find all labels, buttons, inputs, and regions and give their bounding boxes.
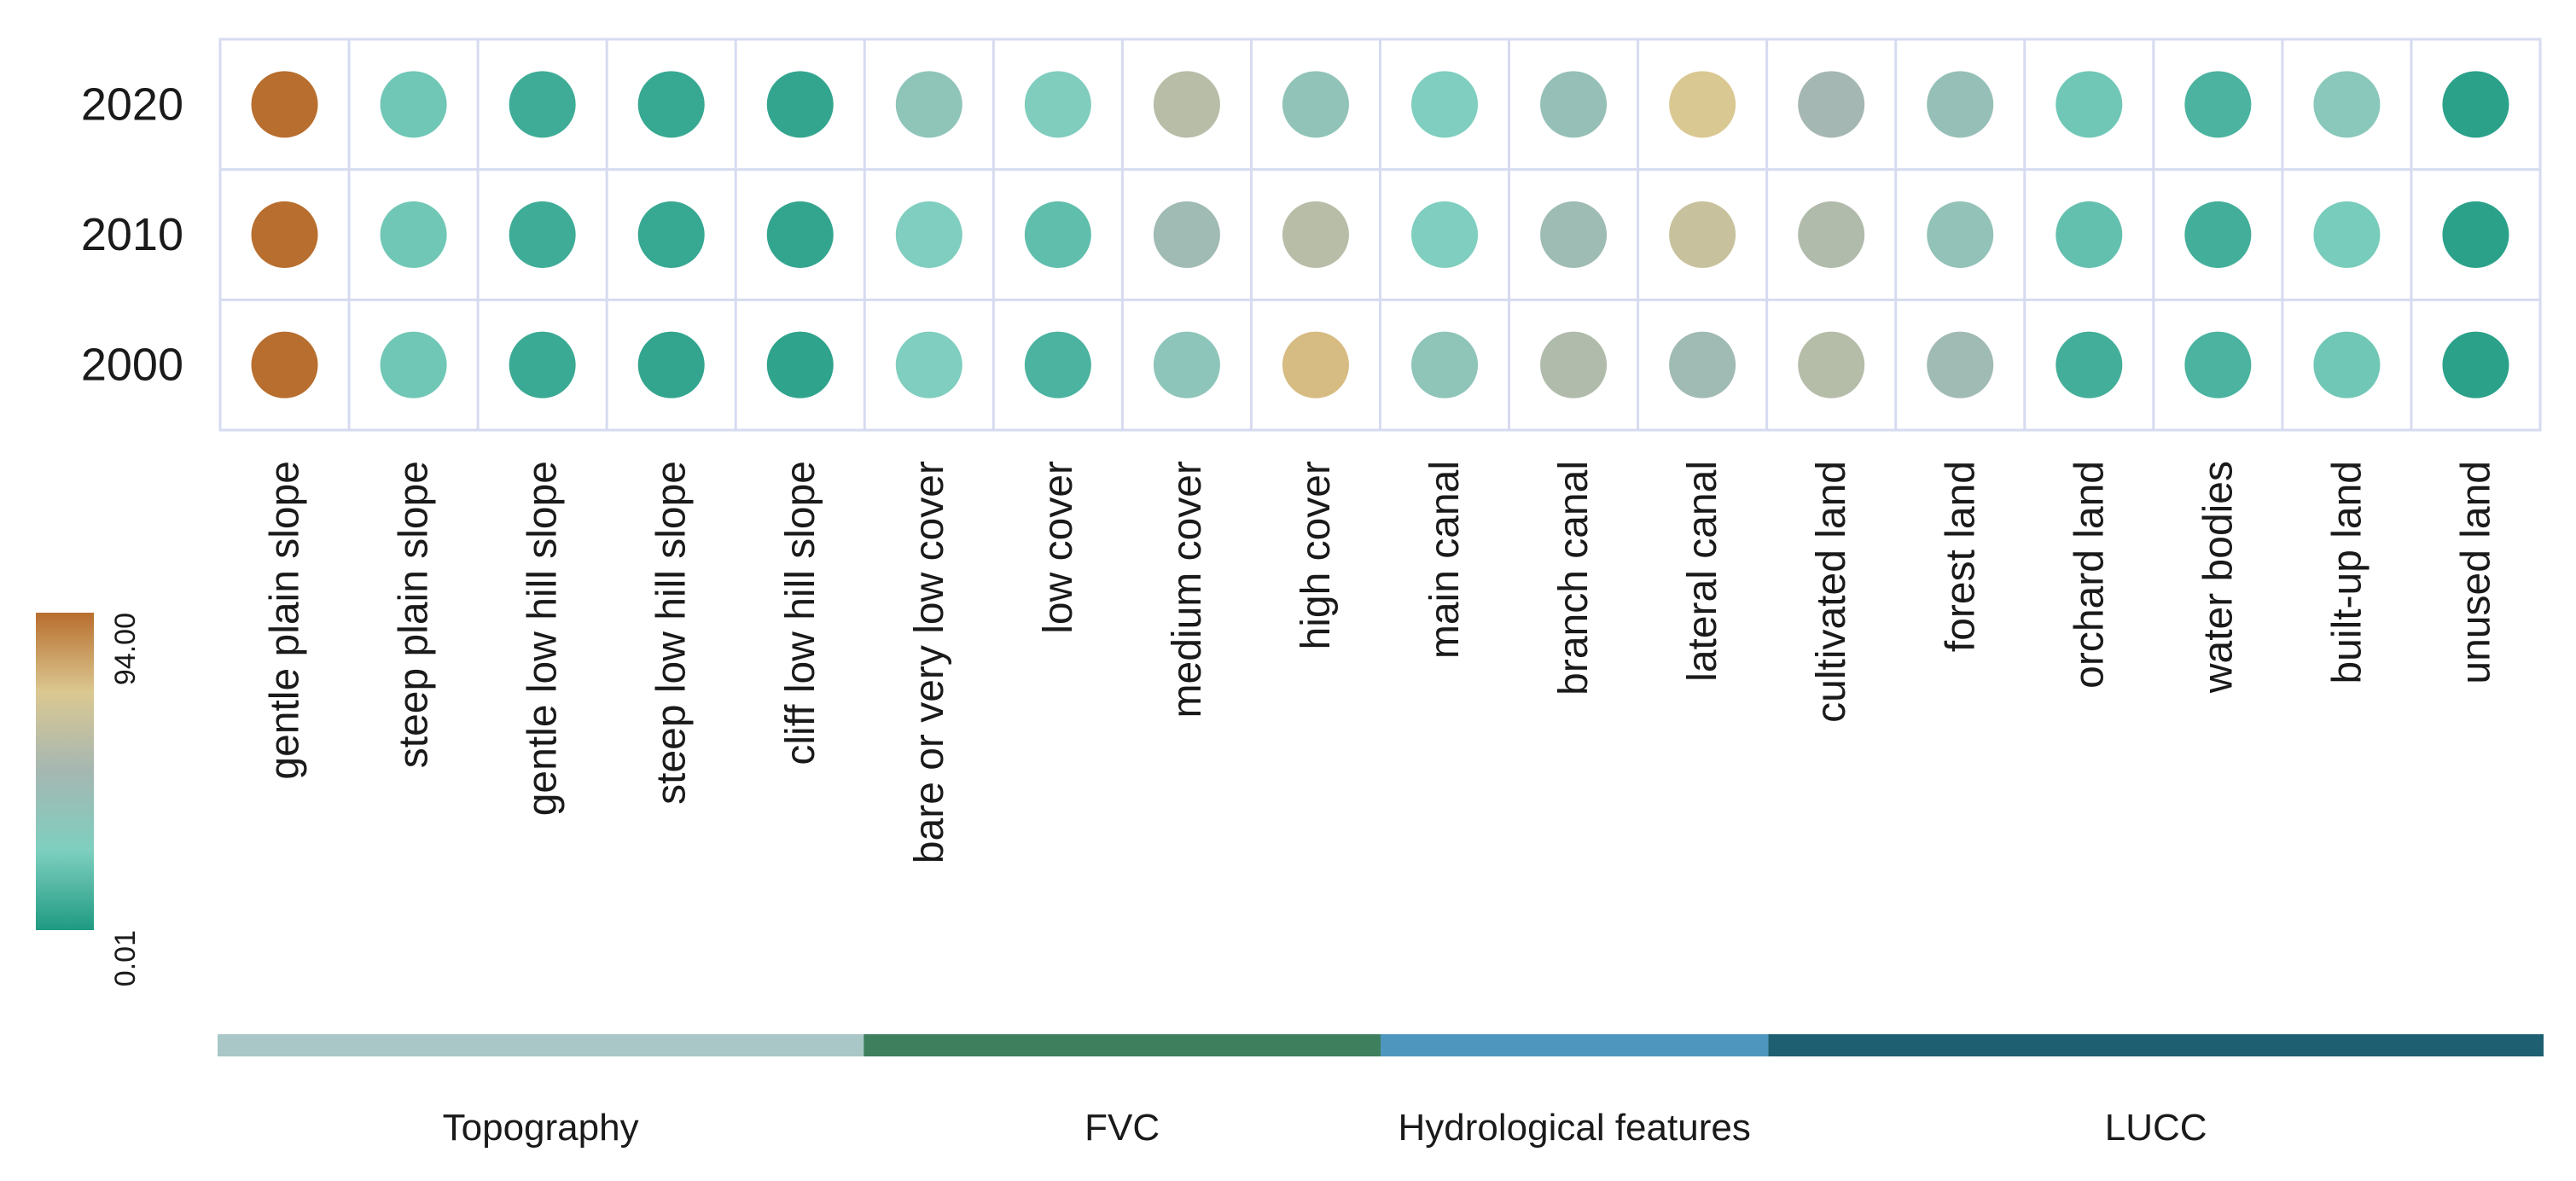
group-label: FVC (1084, 1107, 1160, 1149)
column-label: gentle low hill slope (520, 461, 566, 816)
colorbar-max-label: 94.00 (109, 613, 142, 685)
colorbar-gradient (36, 613, 94, 930)
data-point-circle (509, 331, 576, 399)
data-point-circle (1024, 201, 1091, 268)
group-label: Topography (443, 1107, 639, 1149)
data-point-circle (2184, 201, 2252, 268)
data-point-circle (2056, 71, 2123, 138)
row-label: 2000 (81, 340, 183, 391)
column-label: built-up land (2324, 461, 2370, 684)
data-point-circle (1798, 201, 1865, 268)
data-point-circle (766, 331, 834, 399)
column-label: forest land (1938, 461, 1983, 652)
data-point-circle (1153, 201, 1220, 268)
data-point-circle (1411, 71, 1479, 138)
data-point-circle (2442, 71, 2509, 138)
group-bars: Topography FVC Hydrological features LUCC (218, 1034, 2544, 1149)
data-point-circle (637, 331, 705, 399)
data-point-circle (1411, 331, 1479, 399)
column-label: cultivated land (1809, 461, 1854, 723)
group-label: Hydrological features (1398, 1107, 1751, 1149)
row-label: 2020 (81, 79, 183, 130)
data-point-circle (2313, 71, 2381, 138)
data-point-circle (1411, 201, 1479, 268)
column-label: steep low hill slope (649, 461, 695, 805)
data-point-circle (2442, 201, 2509, 268)
data-point-circle (1540, 331, 1608, 399)
group-bar (218, 1034, 864, 1056)
data-point-circle (1153, 71, 1220, 138)
data-point-circle (251, 201, 318, 268)
data-point-circle (2313, 201, 2381, 268)
data-point-circle (1927, 201, 1994, 268)
colorbar-min-label: 0.01 (109, 930, 142, 986)
data-point-circle (895, 201, 962, 268)
data-point-circle (1282, 71, 1349, 138)
data-point-circle (380, 71, 447, 138)
data-point-circle (2442, 331, 2509, 399)
data-point-circle (1024, 71, 1091, 138)
data-point-circle (1540, 71, 1608, 138)
column-label: unused land (2453, 461, 2498, 684)
column-label: orchard land (2067, 461, 2112, 689)
data-point-circle (1927, 331, 1994, 399)
data-point-circle (380, 201, 447, 268)
grid (218, 38, 2542, 432)
column-label: bare or very low cover (907, 461, 952, 864)
data-point-circle (2313, 331, 2381, 399)
data-point-circle (895, 331, 962, 399)
data-point-circle (1669, 201, 1736, 268)
data-point-circle (2184, 331, 2252, 399)
column-label: main canal (1422, 461, 1468, 659)
data-point-circle (895, 71, 962, 138)
data-point-circle (1282, 331, 1349, 399)
column-label: gentle plain slope (263, 461, 308, 780)
data-point-circle (2056, 201, 2123, 268)
data-point-circle (1798, 331, 1865, 399)
data-point-circle (1024, 331, 1091, 399)
data-point-circle (637, 201, 705, 268)
data-point-circle (251, 71, 318, 138)
data-point-circle (509, 201, 576, 268)
data-point-circle (251, 331, 318, 399)
row-label: 2010 (81, 209, 183, 260)
data-point-circle (1153, 331, 1220, 399)
column-label: lateral canal (1680, 461, 1725, 682)
data-point-circle (1798, 71, 1865, 138)
group-bar (1768, 1034, 2544, 1056)
group-bar (864, 1034, 1381, 1056)
column-label: medium cover (1165, 461, 1210, 718)
data-point-circle (509, 71, 576, 138)
group-bar (1381, 1034, 1769, 1056)
column-label: steep plain slope (392, 461, 437, 768)
data-point-circle (1669, 71, 1736, 138)
data-point-circle (1927, 71, 1994, 138)
data-point-circle (766, 201, 834, 268)
data-point-circle (380, 331, 447, 399)
data-point-circle (1540, 201, 1608, 268)
column-label: high cover (1294, 461, 1339, 649)
group-label: LUCC (2105, 1107, 2207, 1149)
column-label: branch canal (1551, 461, 1596, 695)
column-labels: gentle plain slope steep plain slope gentl… (263, 461, 2499, 864)
data-point-circle (2184, 71, 2252, 138)
column-label: low cover (1036, 461, 1081, 634)
column-label: water bodies (2195, 461, 2241, 694)
row-labels: 2020 2010 2000 (81, 79, 183, 390)
circle-markers (251, 71, 2509, 399)
data-point-circle (1282, 201, 1349, 268)
data-point-circle (766, 71, 834, 138)
data-point-circle (637, 71, 705, 138)
colorbar: 94.00 0.01 (36, 613, 142, 986)
data-point-circle (2056, 331, 2123, 399)
column-label: cliff low hill slope (778, 461, 823, 765)
data-point-circle (1669, 331, 1736, 399)
